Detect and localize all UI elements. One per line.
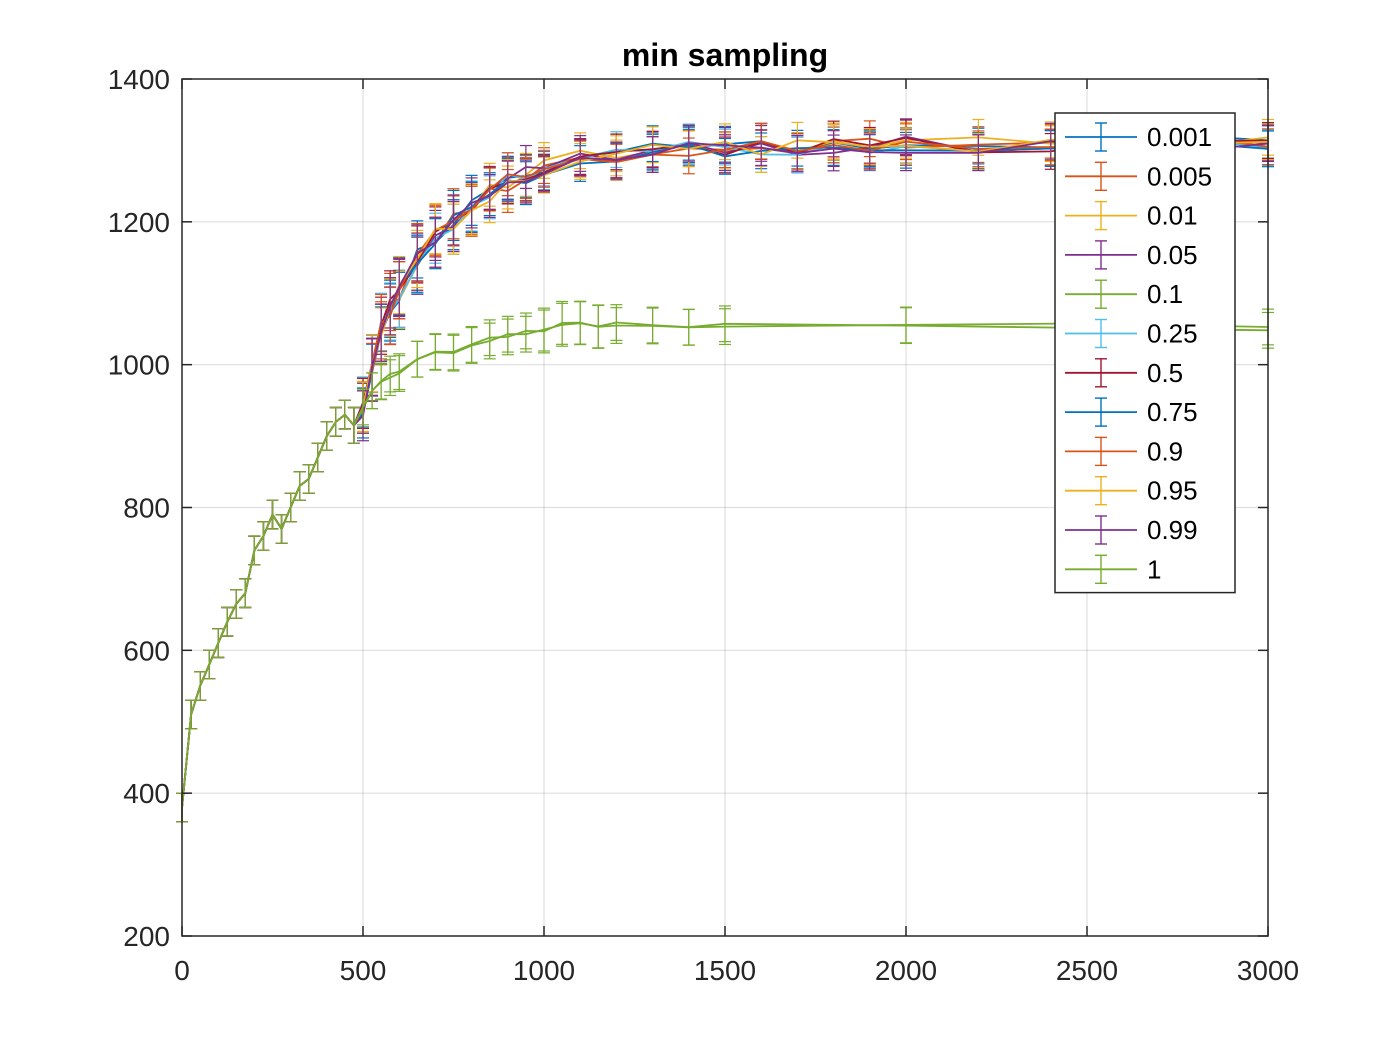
legend-label: 0.01 [1147,201,1198,231]
legend-label: 0.9 [1147,436,1183,466]
legend-item: 0.1 [1065,279,1183,309]
legend-label: 0.001 [1147,122,1212,152]
legend-item: 0.9 [1065,436,1183,466]
y-tick-label: 1000 [108,350,170,381]
legend: 0.001 0.005 0.01 0.05 0.1 0.25 0.5 0.75 0.9 0.95 0… [1054,112,1236,594]
legend-item: 0.05 [1065,240,1198,270]
y-tick-label: 400 [123,778,170,809]
series-layer [176,117,1274,823]
series-1 [176,300,1274,823]
x-tick-label: 500 [340,955,387,986]
legend-label: 0.25 [1147,319,1198,349]
legend-item: 0.005 [1065,161,1212,191]
legend-item: 0.001 [1065,122,1212,152]
legend-label: 0.1 [1147,279,1183,309]
x-tick-label: 1000 [513,955,575,986]
legend-label: 0.99 [1147,515,1198,545]
ticks: 0 500 1000 1500 2000 2500 3000 200 400 600 800 1000… [108,64,1299,986]
x-tick-label: 1500 [694,955,756,986]
y-tick-label: 800 [123,493,170,524]
legend-label: 0.5 [1147,358,1183,388]
legend-item: 0.25 [1065,319,1198,349]
x-tick-label: 2000 [875,955,937,986]
y-tick-label: 1200 [108,207,170,238]
legend-item: 0.99 [1065,515,1198,545]
legend-item: 0.75 [1065,397,1198,427]
legend-item: 0.5 [1065,358,1183,388]
legend-box [1054,112,1236,594]
x-tick-label: 2500 [1056,955,1118,986]
y-tick-label: 600 [123,635,170,666]
legend-label: 1 [1147,554,1161,584]
legend-item: 1 [1065,554,1161,584]
legend-label: 0.95 [1147,476,1198,506]
y-tick-label: 1400 [108,64,170,95]
legend-item: 0.01 [1065,201,1198,231]
x-tick-label: 3000 [1237,955,1299,986]
legend-label: 0.75 [1147,397,1198,427]
chart-title: min sampling [622,37,828,73]
legend-label: 0.005 [1147,161,1212,191]
y-tick-label: 200 [123,921,170,952]
legend-item: 0.95 [1065,476,1198,506]
x-tick-label: 0 [174,955,190,986]
legend-label: 0.05 [1147,240,1198,270]
